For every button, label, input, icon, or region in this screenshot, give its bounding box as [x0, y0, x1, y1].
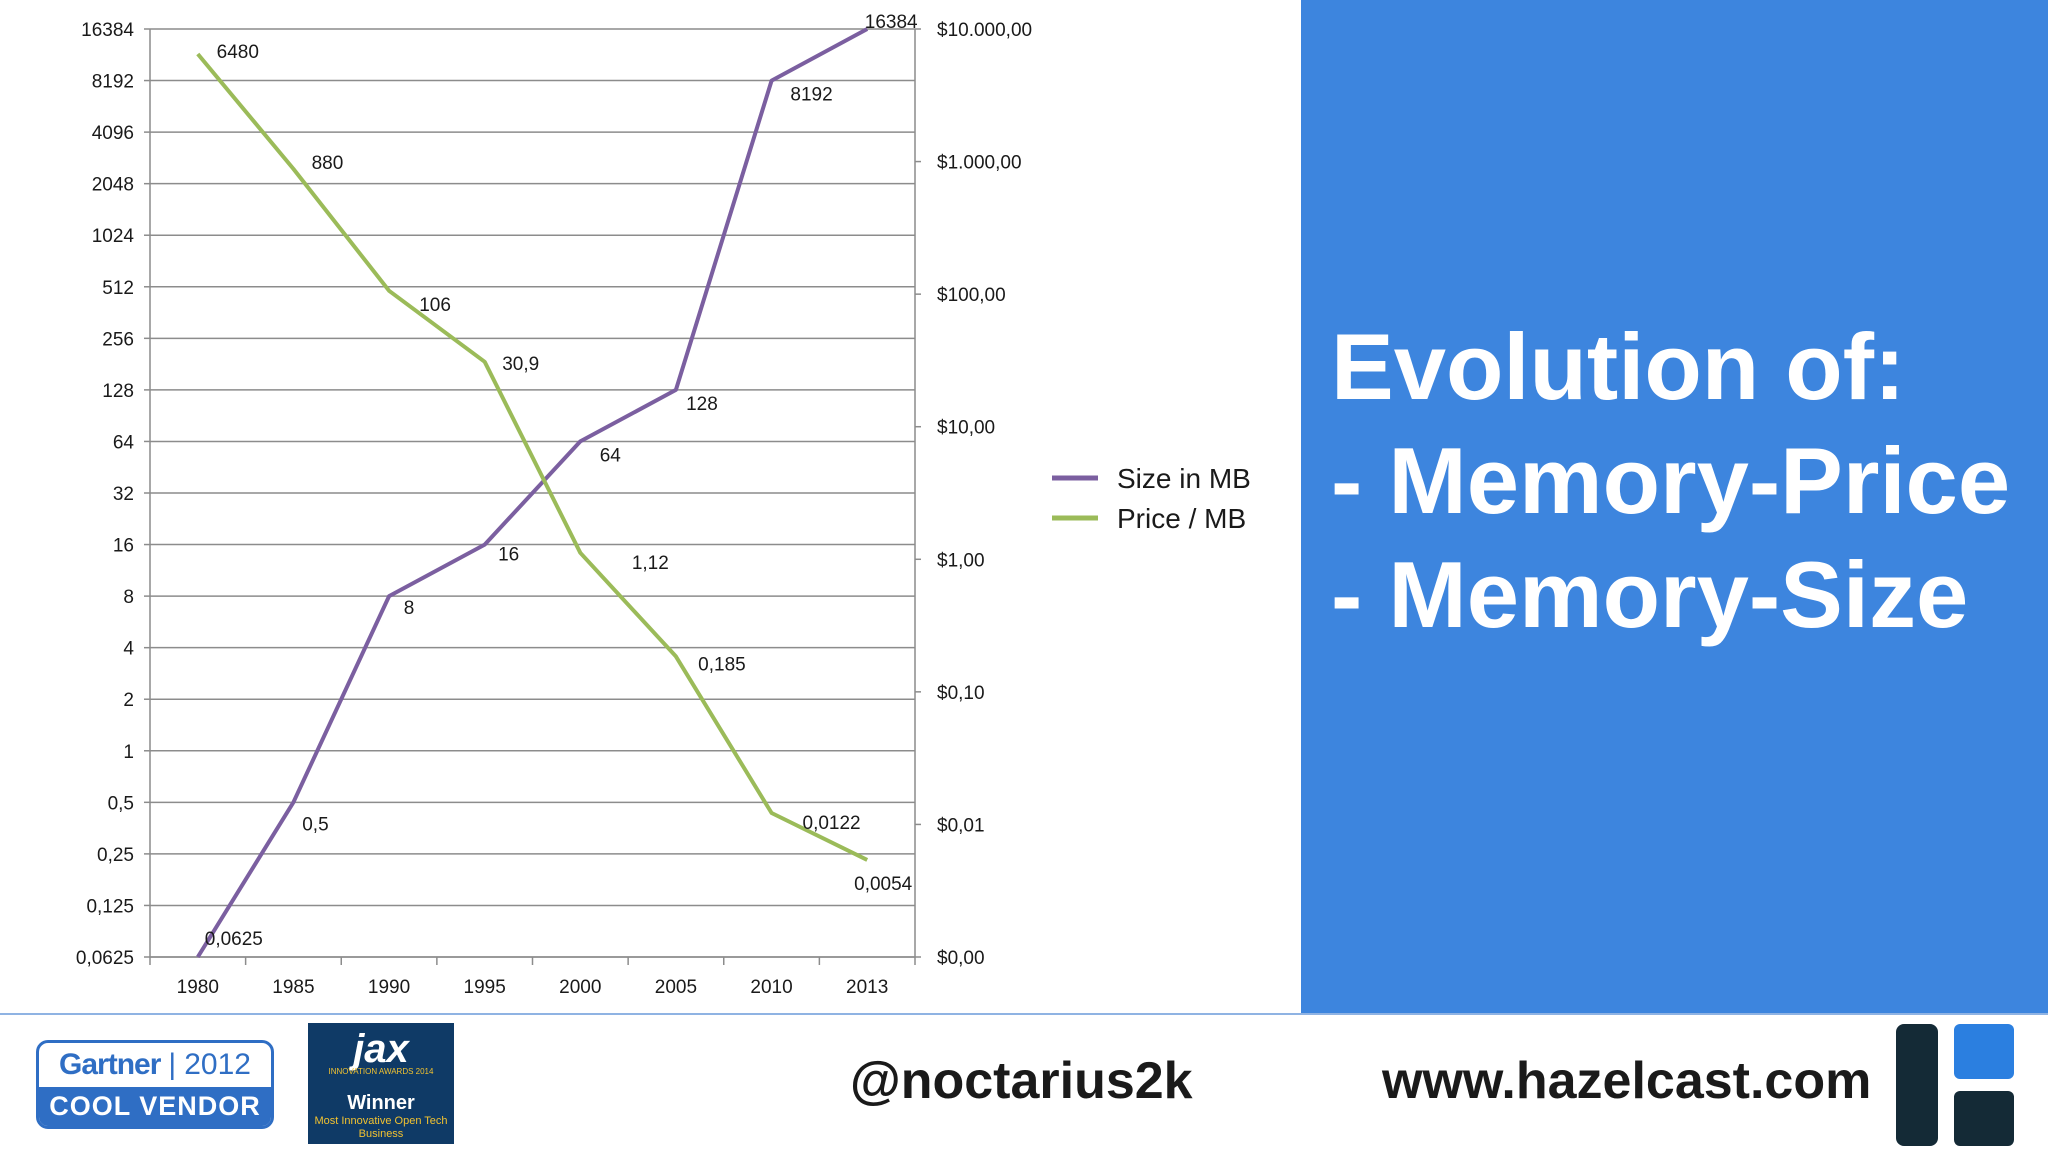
jax-category: Most Innovative Open Tech Business	[314, 1115, 448, 1140]
left-tick-label: 0,0625	[76, 948, 134, 969]
data-label: 880	[312, 153, 344, 174]
left-tick-label: 4096	[92, 123, 134, 144]
data-label: 1,12	[632, 553, 669, 574]
hazelcast-logo	[1896, 1024, 2014, 1146]
right-tick-label: $10,00	[937, 418, 995, 439]
x-tick-label: 2010	[750, 977, 792, 998]
left-tick-label: 16	[113, 536, 134, 557]
left-tick-label: 2	[123, 690, 134, 711]
left-tick-label: 0,5	[108, 793, 134, 814]
right-tick-label: $0,10	[937, 683, 985, 704]
memory-chart: 16384 8192 4096 2048 1024 512 256 128 64 32 16 8 4 2 1…	[76, 12, 1251, 998]
right-tick-label: $1,00	[937, 550, 985, 571]
data-label: 64	[600, 445, 622, 466]
footer-divider	[0, 1013, 2048, 1015]
data-label: 30,9	[502, 354, 539, 375]
gartner-year: 2012	[184, 1048, 251, 1081]
x-tick-label: 1980	[177, 977, 219, 998]
data-label: 16	[498, 545, 519, 566]
left-tick-label: 8192	[92, 72, 134, 93]
left-tick-label: 32	[113, 484, 134, 505]
jax-logo: jax	[353, 1027, 409, 1071]
hazelcast-logo-top-square	[1954, 1024, 2014, 1079]
x-tick-label: 1990	[368, 977, 410, 998]
right-tick-label: $100,00	[937, 285, 1006, 306]
jax-winner: Winner	[347, 1092, 415, 1114]
left-tick-label: 64	[113, 432, 135, 453]
right-tick-label: $0,01	[937, 815, 985, 836]
left-tick-label: 128	[102, 381, 134, 402]
right-tick-label: $0,00	[937, 948, 985, 969]
data-label: 8192	[790, 85, 832, 106]
x-tick-label: 2000	[559, 977, 601, 998]
left-tick-label: 0,125	[86, 896, 134, 917]
data-label: 16384	[865, 12, 918, 33]
right-tick-label: $1.000,00	[937, 153, 1022, 174]
data-label: 6480	[217, 42, 259, 63]
website-url: www.hazelcast.com	[1382, 1052, 1872, 1110]
hazelcast-logo-left-bar	[1896, 1024, 1938, 1146]
jax-award-name: INNOVATION AWARDS 2014	[328, 1067, 434, 1076]
hazelcast-logo-bottom-square	[1954, 1091, 2014, 1146]
slide-title: Evolution of: - Memory-Price - Memory-Si…	[1331, 310, 2010, 652]
left-tick-label: 256	[102, 329, 134, 350]
left-tick-label: 512	[102, 278, 134, 299]
x-tick-label: 2013	[846, 977, 888, 998]
left-tick-label: 16384	[81, 20, 134, 41]
title-line-memory-size: - Memory-Size	[1331, 542, 1969, 647]
data-label: 0,5	[302, 814, 328, 835]
data-label: 0,0054	[854, 874, 913, 895]
left-tick-label: 1024	[92, 226, 135, 247]
legend-label: Price / MB	[1117, 503, 1246, 534]
right-tick-label: $10.000,00	[937, 20, 1032, 41]
left-tick-label: 0,25	[97, 845, 134, 866]
left-tick-label: 8	[123, 587, 134, 608]
title-panel: Evolution of: - Memory-Price - Memory-Si…	[1301, 0, 2048, 1013]
x-tick-label: 1995	[464, 977, 506, 998]
jax-award-badge: jax INNOVATION AWARDS 2014 Winner Most I…	[308, 1023, 454, 1144]
twitter-handle: @noctarius2k	[850, 1052, 1193, 1110]
gartner-name: Gartner	[59, 1048, 161, 1081]
series-line-size	[196, 27, 869, 959]
footer: Gartner | 2012 COOL VENDOR jax INNOVATIO…	[0, 1015, 2048, 1152]
title-line-memory-price: - Memory-Price	[1331, 428, 2011, 533]
gartner-separator: |	[168, 1048, 177, 1081]
chart-area: 16384 8192 4096 2048 1024 512 256 128 64 32 16 8 4 2 1…	[75, 12, 1251, 998]
data-label: 0,185	[698, 654, 746, 675]
x-tick-label: 2005	[655, 977, 697, 998]
gartner-tagline: COOL VENDOR	[39, 1087, 271, 1126]
data-label: 106	[419, 295, 451, 316]
data-label: 8	[404, 598, 415, 619]
gartner-cool-vendor-badge: Gartner | 2012 COOL VENDOR	[36, 1040, 274, 1129]
left-tick-label: 2048	[92, 175, 134, 196]
left-tick-label: 1	[123, 742, 134, 763]
title-line-evolution: Evolution of:	[1331, 314, 1906, 419]
series-line-price	[196, 52, 869, 862]
legend-label: Size in MB	[1117, 463, 1251, 494]
data-label: 0,0122	[803, 813, 861, 834]
left-tick-label: 4	[123, 639, 134, 660]
data-label: 128	[686, 394, 718, 415]
data-label: 0,0625	[205, 929, 263, 950]
x-tick-label: 1985	[272, 977, 314, 998]
